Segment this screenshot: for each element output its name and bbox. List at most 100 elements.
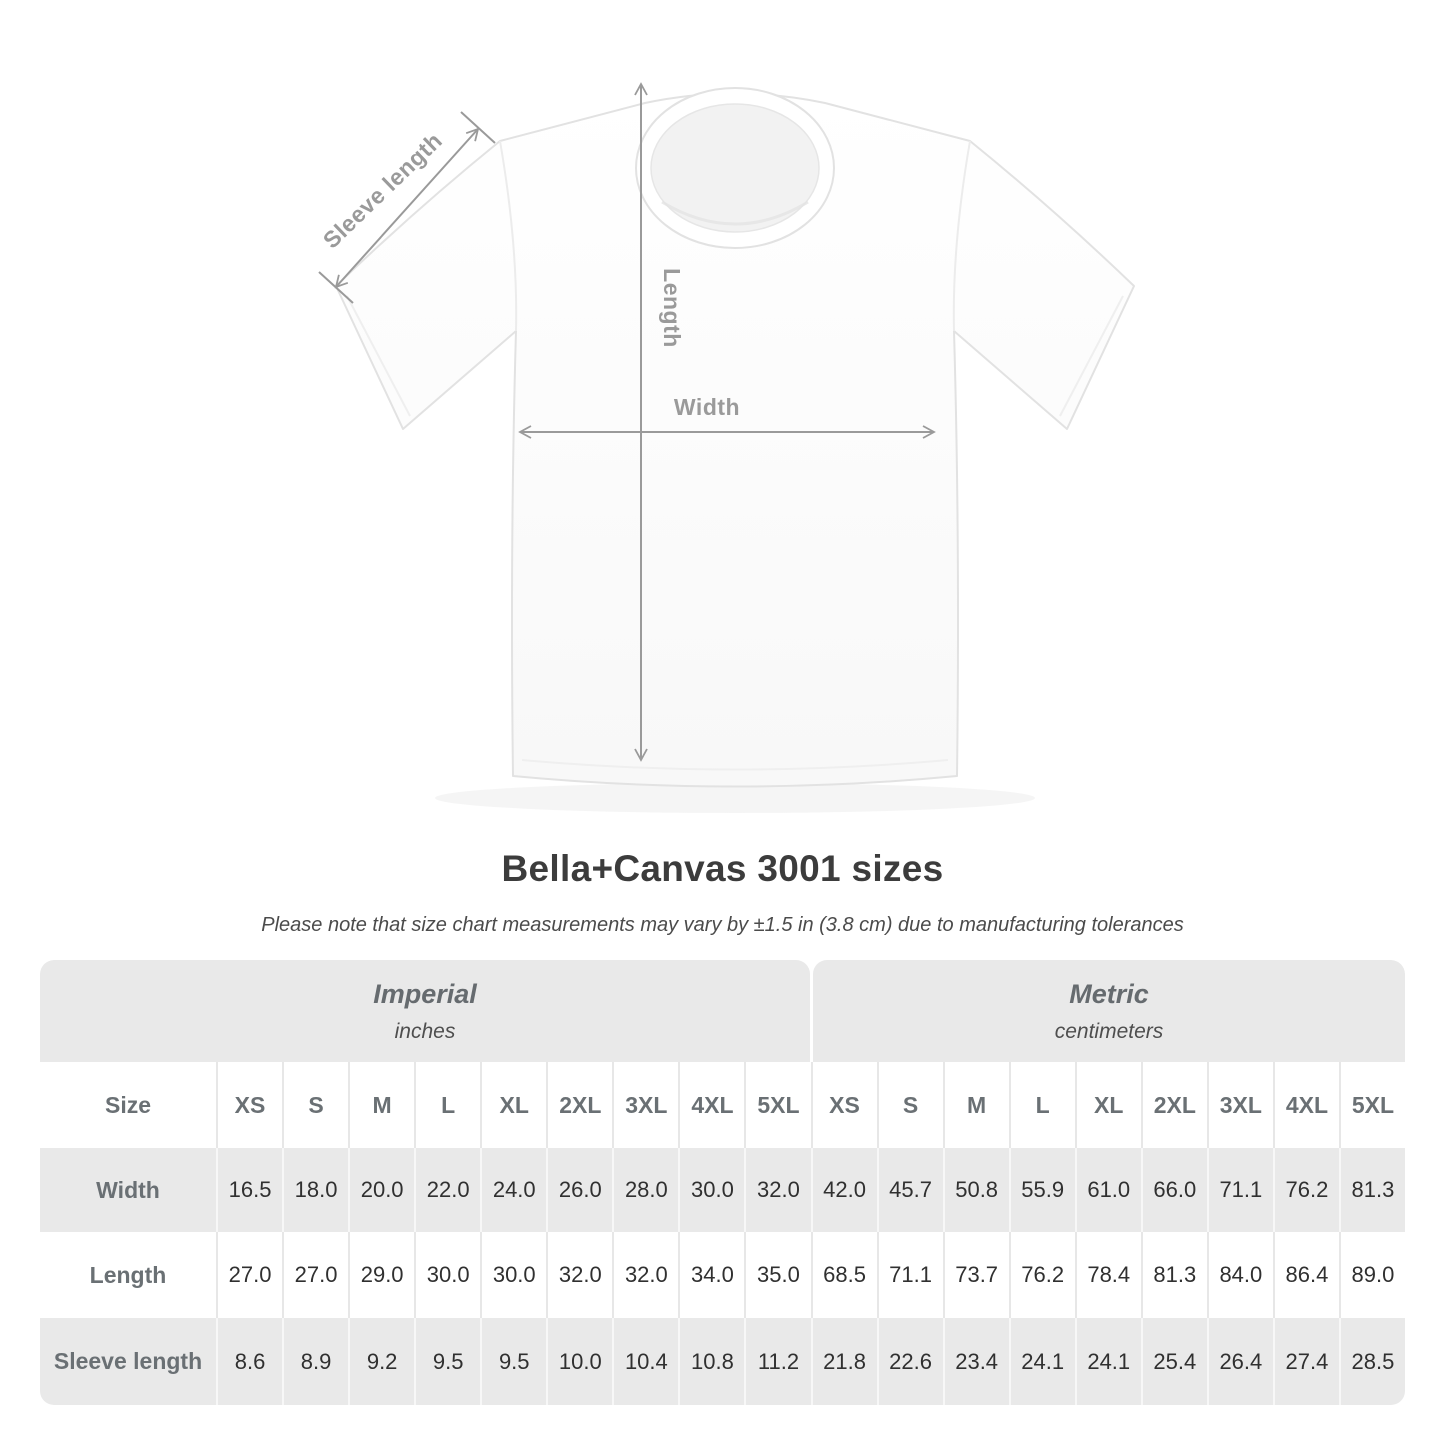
measurement-cell: 42.0: [810, 1148, 877, 1232]
measurement-cell: 8.6: [216, 1318, 282, 1405]
measurement-cell: 81.3: [1338, 1148, 1405, 1232]
measurement-cell: 11.2: [744, 1318, 810, 1405]
measurement-grid: Size XS S M L XL 2XL 3XL 4XL 5XL XS S M L XL 2XL 3XL 4XL 5…: [40, 1062, 1405, 1405]
measurement-row: Length 27.0 27.0 29.0 30.0 30.0 32.0 32.0 34.0 35…: [40, 1232, 1405, 1318]
measurement-cell: 27.0: [216, 1232, 282, 1318]
measurement-cell: 28.0: [612, 1148, 678, 1232]
metric-section-header: Metric centimeters: [813, 960, 1405, 1062]
measurement-cell: 16.5: [216, 1148, 282, 1232]
size-column-header: M: [942, 1062, 1009, 1148]
metric-title: Metric: [1069, 978, 1149, 1009]
measurement-cell: 10.8: [678, 1318, 744, 1405]
tshirt-measurement-diagram: Sleeve length Length Width: [317, 82, 1135, 813]
measurement-cell: 10.4: [612, 1318, 678, 1405]
measurement-cell: 34.0: [678, 1232, 744, 1318]
measurement-cell: 9.5: [480, 1318, 546, 1405]
measurement-cell: 8.9: [282, 1318, 348, 1405]
measurement-cell: 66.0: [1140, 1148, 1207, 1232]
width-label: Width: [674, 394, 740, 420]
measurement-cell: 78.4: [1074, 1232, 1141, 1318]
size-column-header: 4XL: [1272, 1062, 1339, 1148]
measurement-cell: 24.0: [480, 1148, 546, 1232]
measurement-cell: 26.0: [546, 1148, 612, 1232]
measurement-cell: 73.7: [942, 1232, 1009, 1318]
row-header: Sleeve length: [53, 1348, 203, 1374]
left-sleeve-seam: [499, 140, 518, 332]
measurement-row: Width 16.5 18.0 20.0 22.0 24.0 26.0 28.0 30.0 32.…: [40, 1148, 1405, 1232]
tolerance-note: Please note that size chart measurements…: [261, 914, 1184, 936]
metric-unit: centimeters: [1054, 1019, 1164, 1043]
size-column-header: 5XL: [1338, 1062, 1405, 1148]
size-header-row: Size XS S M L XL 2XL 3XL 4XL 5XL XS S M L XL 2XL 3XL 4XL 5…: [40, 1062, 1405, 1148]
imperial-section-header: Imperial inches: [40, 960, 810, 1062]
measurement-cell: 32.0: [612, 1232, 678, 1318]
size-column-header: S: [876, 1062, 943, 1148]
size-column-header: M: [348, 1062, 414, 1148]
length-label: Length: [659, 268, 685, 348]
measurement-row: Sleeve length 8.6 8.9 9.2 9.5 9.5 10.0 10.4 10.8…: [40, 1318, 1405, 1405]
size-column-header: 2XL: [1140, 1062, 1207, 1148]
measurement-cell: 86.4: [1272, 1232, 1339, 1318]
measurement-cell: 24.1: [1008, 1318, 1075, 1405]
measurement-cell: 9.5: [414, 1318, 480, 1405]
measurement-cell: 76.2: [1008, 1232, 1075, 1318]
measurement-cell: 22.0: [414, 1148, 480, 1232]
size-column-header: XL: [480, 1062, 546, 1148]
measurement-cell: 21.8: [810, 1318, 877, 1405]
right-cuff-stitch: [1059, 295, 1124, 417]
measurement-cell: 55.9: [1008, 1148, 1075, 1232]
size-column-header: 5XL: [744, 1062, 810, 1148]
size-column-header: XS: [810, 1062, 877, 1148]
measurement-cell: 9.2: [348, 1318, 414, 1405]
size-column-header: XL: [1074, 1062, 1141, 1148]
size-corner-header: Size: [104, 1091, 152, 1118]
measurement-cell: 30.0: [414, 1232, 480, 1318]
sleeve-arrow-tick-top: [460, 111, 496, 144]
hem-stitch: [521, 759, 949, 771]
size-column-header: 2XL: [546, 1062, 612, 1148]
size-column-header: S: [282, 1062, 348, 1148]
measurement-cell: 10.0: [546, 1318, 612, 1405]
measurement-cell: 35.0: [744, 1232, 810, 1318]
measurement-cell: 71.1: [1206, 1148, 1273, 1232]
measurement-cell: 84.0: [1206, 1232, 1273, 1318]
shirt-shadow: [435, 783, 1035, 813]
measurement-cell: 32.0: [546, 1232, 612, 1318]
measurement-cell: 89.0: [1338, 1232, 1405, 1318]
sleeve-arrow-tick-bottom: [318, 271, 354, 304]
measurement-cell: 28.5: [1338, 1318, 1405, 1405]
measurement-cell: 27.0: [282, 1232, 348, 1318]
size-column-header: L: [414, 1062, 480, 1148]
collar-opening: [650, 103, 820, 233]
size-column-header: XS: [216, 1062, 282, 1148]
measurement-cell: 23.4: [942, 1318, 1009, 1405]
measurement-cell: 25.4: [1140, 1318, 1207, 1405]
sleeve-length-arrow: [334, 127, 480, 289]
measurement-cell: 76.2: [1272, 1148, 1339, 1232]
size-column-header: L: [1008, 1062, 1075, 1148]
size-column-header: 3XL: [612, 1062, 678, 1148]
collar-inner-shadow: [661, 200, 809, 226]
row-header: Width: [96, 1176, 160, 1203]
size-column-header: 3XL: [1206, 1062, 1273, 1148]
size-column-header: 4XL: [678, 1062, 744, 1148]
measurement-cell: 45.7: [876, 1148, 943, 1232]
measurement-cell: 68.5: [810, 1232, 877, 1318]
measurement-cell: 26.4: [1206, 1318, 1273, 1405]
measurement-arrows: [318, 82, 936, 762]
measurement-cell: 32.0: [744, 1148, 810, 1232]
size-table: Imperial inches Metric centimeters Size X…: [40, 960, 1405, 1405]
measurement-cell: 81.3: [1140, 1232, 1207, 1318]
row-header: Length: [89, 1261, 167, 1288]
imperial-title: Imperial: [373, 978, 477, 1009]
measurement-cell: 20.0: [348, 1148, 414, 1232]
measurement-cell: 18.0: [282, 1148, 348, 1232]
measurement-cell: 30.0: [480, 1232, 546, 1318]
measurement-cell: 71.1: [876, 1232, 943, 1318]
unit-header-band: Imperial inches Metric centimeters: [40, 960, 1405, 1062]
right-sleeve-seam: [952, 140, 971, 332]
measurement-cell: 50.8: [942, 1148, 1009, 1232]
tshirt-body: [335, 92, 1135, 788]
measurement-cell: 22.6: [876, 1318, 943, 1405]
imperial-unit: inches: [394, 1019, 456, 1043]
